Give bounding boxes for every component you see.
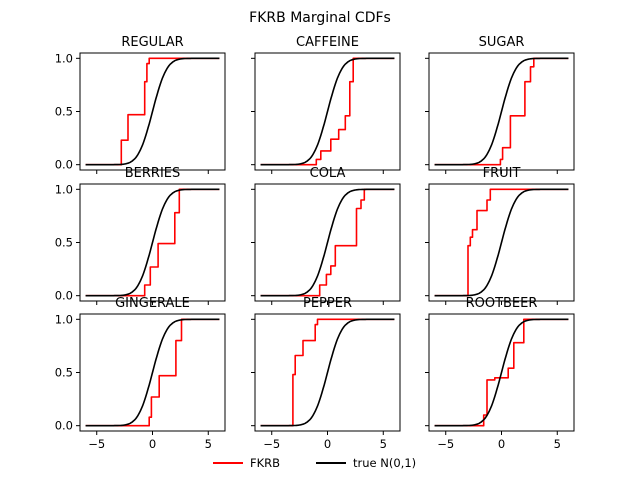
y-tick-label: 1.0 [55, 312, 73, 326]
y-tick-label: 0.0 [55, 419, 73, 433]
subplot-gingerale: GINGERALE 0.0 0.5 1.0 −5 0 5 [55, 296, 226, 451]
plot-frame-berries [79, 183, 226, 302]
subplot-rootbeer: ROOTBEER −5 0 5 [425, 296, 575, 451]
legend-label-true-normal: true N(0,1) [353, 456, 416, 470]
legend-label-fkrb: FKRB [250, 456, 280, 470]
subplot-caffeine: CAFFEINE [251, 35, 401, 174]
normal-cdf-line-rootbeer [434, 318, 569, 427]
plot-frame-gingerale [79, 313, 226, 432]
fkrb-cdf-line-pepper [260, 318, 395, 427]
fkrb-cdf-line-sugar [434, 57, 569, 166]
fkrb-cdf-line-regular [85, 57, 220, 166]
normal-cdf-line-caffeine [260, 57, 395, 166]
subplot-regular: REGULAR 0.0 0.5 1.0 [55, 35, 226, 174]
subplot-cola: COLA [251, 166, 401, 305]
subplot-title-pepper: PEPPER [303, 296, 352, 311]
x-tick-label: 5 [380, 437, 387, 451]
x-tick-label: 0 [149, 437, 156, 451]
normal-cdf-line-cola [260, 188, 395, 297]
plot-frame-cola [254, 183, 401, 302]
fkrb-cdf-line-rootbeer [434, 318, 569, 427]
plot-frame-sugar [428, 52, 575, 171]
subplot-berries: BERRIES 0.0 0.5 1.0 [55, 166, 226, 305]
subplot-title-fruit: FRUIT [483, 166, 521, 181]
x-tick-label: −5 [263, 437, 280, 451]
figure-title: FKRB Marginal CDFs [249, 10, 391, 26]
legend: FKRB true N(0,1) [213, 456, 416, 470]
fkrb-cdf-line-fruit [434, 188, 569, 297]
fkrb-cdf-line-berries [85, 188, 220, 297]
subplot-title-sugar: SUGAR [479, 35, 525, 50]
x-tick-label: 5 [205, 437, 212, 451]
plot-frame-rootbeer [428, 313, 575, 432]
y-tick-label: 1.0 [55, 182, 73, 196]
x-tick-label: 0 [324, 437, 331, 451]
subplot-fruit: FRUIT [425, 166, 575, 305]
x-tick-label: −5 [88, 437, 105, 451]
subplot-grid: REGULAR 0.0 0.5 1.0 CAFFEINE SUGAR BERRIES 0.0 0… [55, 35, 575, 451]
y-tick-label: 0.0 [55, 289, 73, 303]
y-tick-label: 1.0 [55, 51, 73, 65]
subplot-title-rootbeer: ROOTBEER [466, 296, 538, 311]
fkrb-cdf-line-caffeine [260, 57, 395, 166]
plot-frame-fruit [428, 183, 575, 302]
subplot-title-regular: REGULAR [121, 35, 183, 50]
plot-frame-pepper [254, 313, 401, 432]
plot-frame-caffeine [254, 52, 401, 171]
fkrb-cdf-line-gingerale [85, 318, 220, 427]
fkrb-cdf-line-cola [260, 188, 395, 297]
y-tick-label: 0.5 [55, 366, 73, 380]
y-tick-label: 0.0 [55, 158, 73, 172]
normal-cdf-line-gingerale [85, 318, 220, 427]
subplot-title-cola: COLA [310, 166, 346, 181]
normal-cdf-line-fruit [434, 188, 569, 297]
x-tick-label: 5 [554, 437, 561, 451]
subplot-title-gingerale: GINGERALE [115, 296, 190, 311]
plot-frame-regular [79, 52, 226, 171]
y-tick-label: 0.5 [55, 236, 73, 250]
subplot-title-berries: BERRIES [125, 166, 181, 181]
normal-cdf-line-sugar [434, 57, 569, 166]
normal-cdf-line-regular [85, 57, 220, 166]
normal-cdf-line-pepper [260, 318, 395, 427]
subplot-pepper: PEPPER −5 0 5 [251, 296, 401, 451]
subplot-sugar: SUGAR [425, 35, 575, 174]
subplot-title-caffeine: CAFFEINE [296, 35, 359, 50]
normal-cdf-line-berries [85, 188, 220, 297]
x-tick-label: −5 [437, 437, 454, 451]
y-tick-label: 0.5 [55, 105, 73, 119]
x-tick-label: 0 [498, 437, 505, 451]
